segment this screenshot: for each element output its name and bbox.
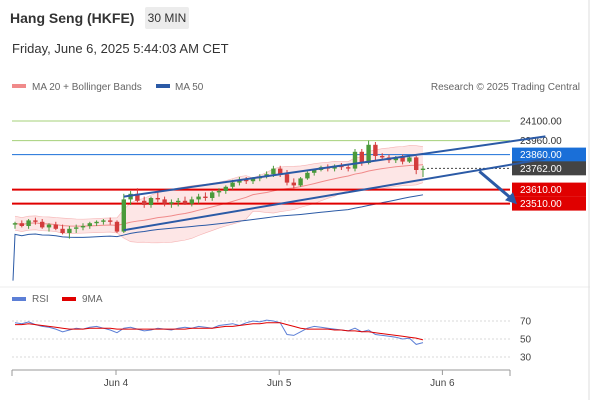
candle-body: [196, 196, 201, 200]
candle-body: [230, 182, 235, 187]
candle-body: [53, 224, 58, 229]
ma50-legend-swatch: [156, 84, 170, 88]
rsi-legend-label: RSI: [32, 294, 49, 305]
candle-body: [94, 221, 99, 224]
ma50-legend-label: MA 50: [175, 82, 204, 93]
time-tick-label: Jun 6: [430, 378, 455, 389]
candle-body: [46, 224, 52, 228]
time-tick-label: Jun 5: [267, 378, 292, 389]
level-label-resistance: 24100.00: [520, 117, 562, 128]
forecast-arrow-shaft: [478, 170, 512, 200]
candle-body: [101, 220, 106, 222]
candle-body: [33, 220, 38, 222]
candle-body: [393, 157, 398, 161]
candle-body: [223, 186, 228, 191]
timestamp: Friday, June 6, 2025 5:44:03 AM CET: [12, 41, 229, 56]
candle-body: [250, 178, 256, 182]
candle-body: [346, 167, 351, 169]
candle-body: [380, 156, 385, 158]
candle-body: [114, 221, 120, 232]
credit-text: Research © 2025 Trading Central: [431, 82, 580, 93]
candle-body: [108, 220, 113, 222]
ma20-legend-swatch: [12, 84, 26, 88]
candle-body: [74, 227, 79, 229]
level-label-current: 23762.00: [520, 164, 562, 175]
instrument-title: Hang Seng (HKFE): [10, 10, 135, 26]
candle-body: [135, 193, 140, 201]
rsi-ma-legend-swatch: [62, 297, 76, 301]
candle-body: [26, 220, 31, 226]
channel-upper-line: [123, 135, 546, 198]
candle-body: [80, 226, 86, 228]
ma20-legend-label: MA 20 + Bollinger Bands: [32, 82, 142, 93]
candle-body: [366, 144, 371, 163]
candle-body: [298, 178, 303, 186]
candle-body: [414, 157, 419, 170]
level-label-bg-pivot: [512, 147, 586, 162]
level-label-bg-current: [512, 161, 586, 176]
ma50-line: [12, 194, 424, 281]
candle-body: [176, 200, 181, 203]
rsi-tick-label: 30: [520, 353, 532, 364]
candle-body: [420, 168, 426, 170]
candle-body: [400, 157, 405, 162]
candle-body: [121, 199, 126, 232]
level-label-support: 23610.00: [520, 185, 562, 196]
candle-body: [216, 191, 222, 193]
level-label-bg-support: [512, 196, 586, 211]
rsi-pane: 70 50 30: [12, 317, 532, 364]
rsi-ma-legend-label: 9MA: [82, 294, 103, 305]
channel-lower-line: [123, 157, 546, 232]
candle-body: [244, 179, 249, 182]
forecast-arrow-head: [505, 192, 517, 205]
price-pane: 24100.00 23960.00 23860.00 23762.00 23610.00…: [12, 117, 586, 281]
candle-body: [67, 228, 72, 233]
time-tick-label: Jun 4: [104, 378, 129, 389]
candle-body: [352, 151, 358, 169]
timeframe-button[interactable]: 30 MIN: [145, 7, 189, 29]
candle-body: [189, 199, 194, 204]
time-axis: Jun 4 Jun 5 Jun 6: [11, 369, 511, 389]
candle-body: [169, 202, 174, 204]
candle-body: [359, 151, 364, 163]
candle-body: [87, 223, 92, 226]
candle-body: [305, 172, 310, 179]
candle-body: [278, 168, 283, 175]
level-label-pivot: 23860.00: [520, 150, 562, 161]
candle-body: [12, 223, 18, 225]
level-label-bg-support: [512, 182, 586, 197]
candle-body: [373, 144, 378, 156]
candle-body: [271, 168, 276, 175]
candle-body: [162, 199, 167, 204]
candle-body: [182, 200, 188, 204]
rsi-ma-line: [15, 322, 424, 341]
candle-body: [142, 200, 147, 205]
candle-body: [312, 170, 317, 173]
level-label-resistance: 23960.00: [520, 136, 562, 147]
candle-body: [407, 157, 412, 162]
rsi-tick-label: 50: [520, 335, 532, 346]
rsi-tick-label: 70: [520, 317, 532, 328]
candle-body: [19, 223, 24, 226]
candle-body: [237, 179, 242, 183]
candle-body: [291, 182, 296, 186]
candle-body: [210, 192, 215, 198]
candle-body: [203, 196, 208, 198]
candle-body: [284, 174, 290, 183]
candle-body: [40, 221, 45, 228]
candle-body: [60, 228, 65, 233]
rsi-legend-swatch: [12, 297, 26, 301]
candle-body: [148, 198, 154, 205]
level-label-support: 23510.00: [520, 199, 562, 210]
candle-body: [155, 198, 160, 200]
